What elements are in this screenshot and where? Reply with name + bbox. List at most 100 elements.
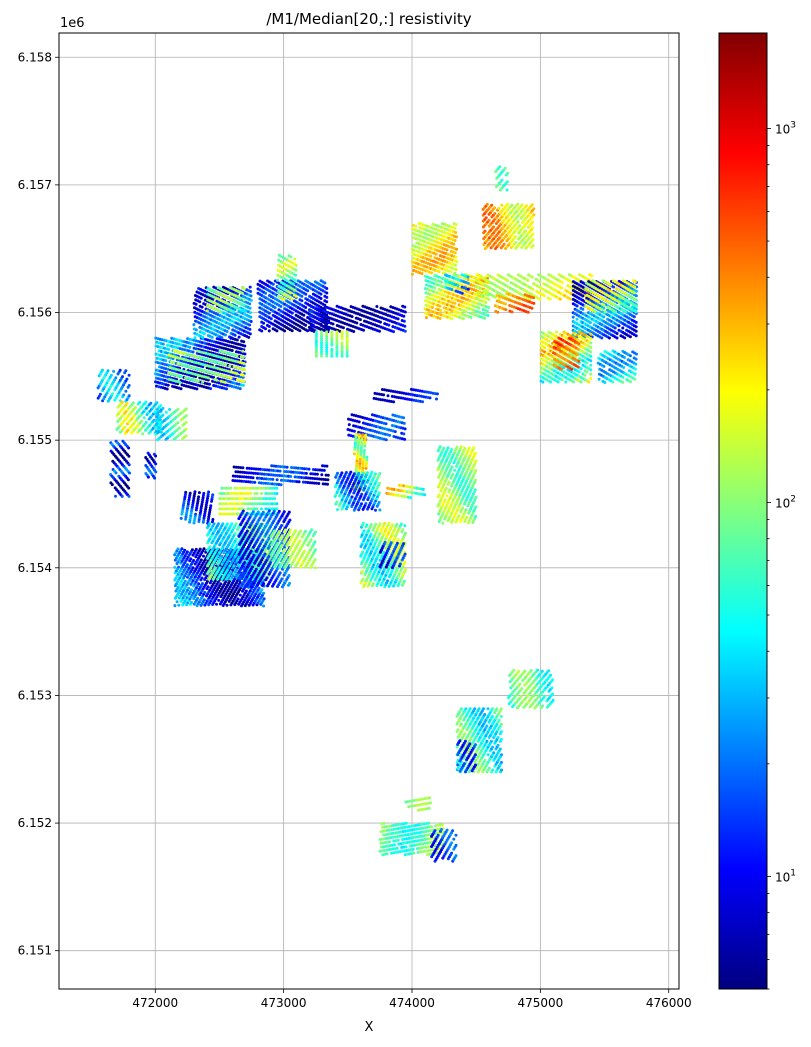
data-point [325, 330, 328, 333]
data-point [635, 305, 638, 308]
data-point [332, 323, 335, 326]
data-point [518, 224, 521, 227]
data-point [451, 465, 454, 468]
data-point [482, 295, 485, 298]
data-point [498, 165, 501, 168]
data-point [525, 204, 528, 207]
data-point [633, 315, 636, 318]
data-point [403, 422, 406, 425]
data-point [403, 325, 406, 328]
data-point [531, 276, 534, 279]
data-point [504, 167, 507, 170]
data-point [504, 308, 507, 311]
data-point [423, 493, 426, 496]
data-point [164, 359, 167, 362]
data-point [421, 400, 424, 403]
data-point [634, 298, 637, 301]
data-point [224, 381, 227, 384]
data-point [132, 401, 135, 404]
data-point [143, 416, 146, 419]
data-point [325, 287, 328, 290]
data-point [614, 310, 617, 313]
data-point [531, 307, 534, 310]
data-point [500, 204, 503, 207]
data-point [268, 329, 271, 332]
data-point [541, 381, 544, 384]
data-point [231, 349, 234, 352]
data-point [388, 434, 391, 437]
data-point [585, 370, 588, 373]
data-point [435, 398, 438, 401]
data-point [279, 305, 282, 308]
data-point [564, 381, 567, 384]
data-point [467, 288, 470, 291]
data-point [111, 483, 114, 486]
data-point [128, 472, 131, 475]
data-point [239, 387, 242, 390]
data-point [425, 316, 428, 319]
data-point [125, 378, 128, 381]
data-point [320, 330, 323, 333]
data-point [359, 318, 362, 321]
data-point [178, 381, 181, 384]
data-point [633, 291, 636, 294]
data-point [276, 279, 279, 282]
data-point [241, 350, 244, 353]
data-point [478, 307, 481, 310]
data-point [618, 324, 621, 327]
data-point [185, 434, 188, 437]
data-point [577, 348, 580, 351]
data-point [404, 330, 407, 333]
data-point [250, 294, 253, 297]
data-point [589, 359, 592, 362]
data-point [128, 463, 131, 466]
data-point [532, 207, 535, 210]
data-point [438, 305, 441, 308]
data-point [527, 311, 530, 314]
data-point [569, 298, 572, 301]
data-point [154, 462, 157, 465]
data-point [454, 251, 457, 254]
data-point [176, 421, 179, 424]
data-point [107, 369, 110, 372]
data-point [403, 438, 406, 441]
data-point [361, 433, 364, 436]
data-point [487, 306, 490, 309]
data-point [570, 368, 573, 371]
data-point [614, 327, 617, 330]
data-point [498, 207, 501, 210]
data-point [635, 294, 638, 297]
data-point [208, 383, 211, 386]
data-point [227, 327, 230, 330]
data-point [243, 287, 246, 290]
data-point [166, 388, 169, 391]
data-point [549, 381, 552, 384]
data-point [492, 225, 495, 228]
data-point [264, 327, 267, 330]
data-point [454, 231, 457, 234]
data-point [195, 387, 198, 390]
data-point [220, 336, 223, 339]
data-point [185, 407, 188, 410]
data-point [161, 414, 164, 417]
data-point [403, 306, 406, 309]
data-point [232, 310, 235, 313]
data-point [629, 380, 632, 383]
data-point [622, 376, 625, 379]
data-point [514, 235, 517, 238]
data-point [325, 296, 328, 299]
data-point [115, 471, 118, 474]
data-point [147, 476, 150, 479]
data-point [248, 302, 251, 305]
data-point [559, 298, 562, 301]
data-point [283, 329, 286, 332]
data-point [635, 325, 638, 328]
data-point [224, 334, 227, 337]
data-point [289, 255, 292, 258]
data-point [455, 260, 458, 263]
data-point [185, 428, 188, 431]
data-point [465, 310, 468, 313]
data-point [532, 244, 535, 247]
data-point [621, 327, 624, 330]
